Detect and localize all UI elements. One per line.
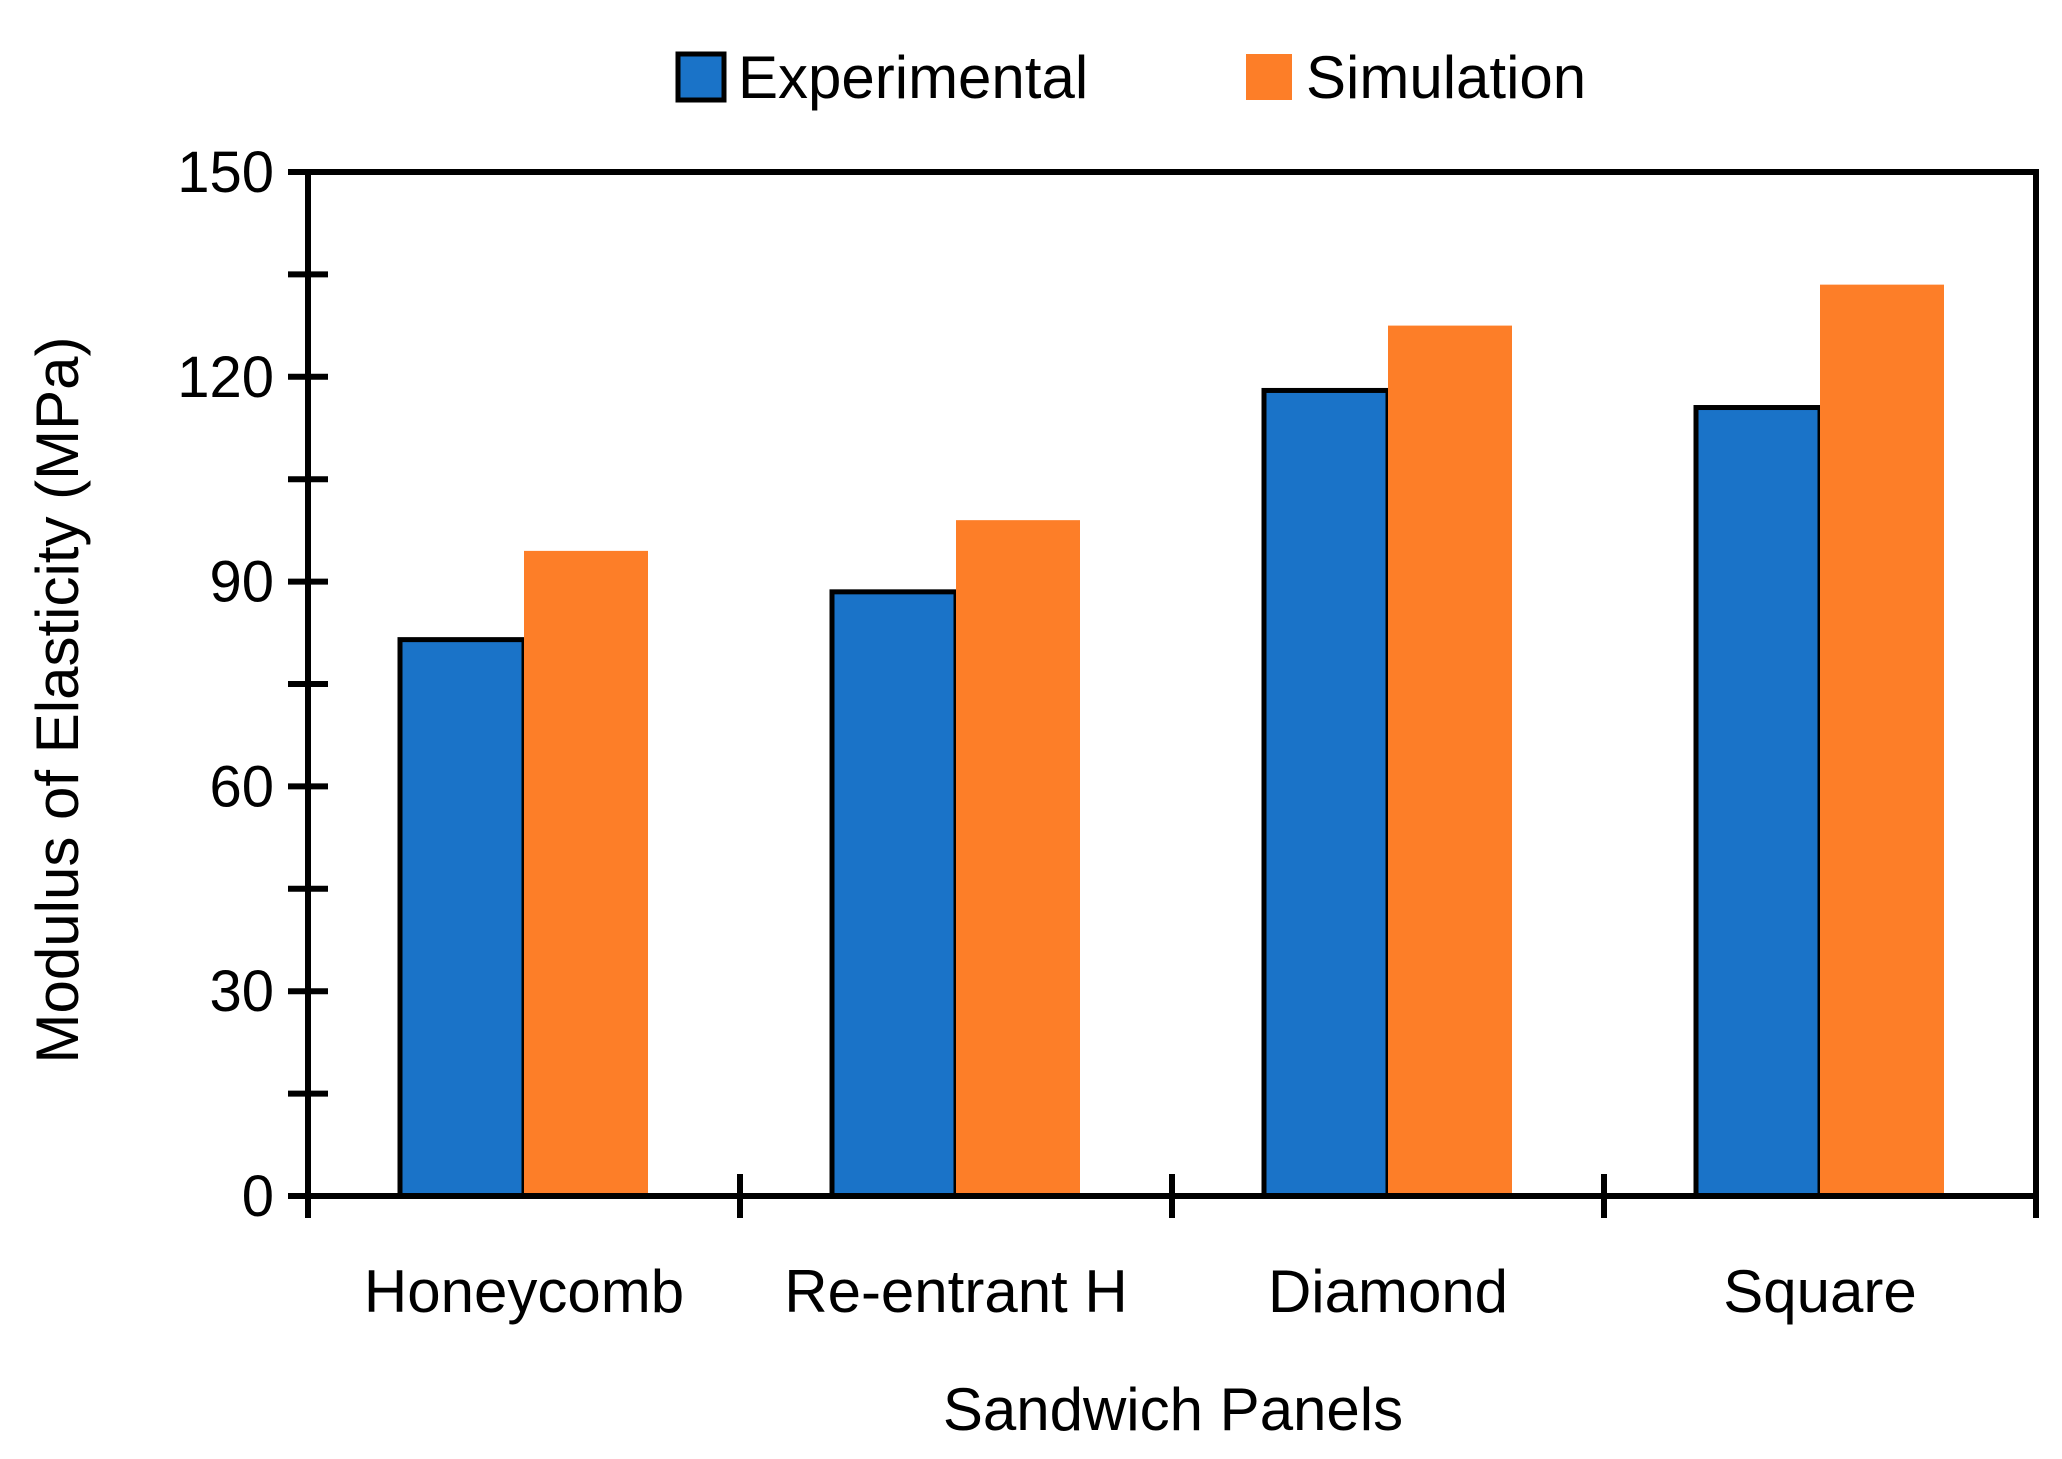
legend: Experimental Simulation <box>675 44 1586 111</box>
y-tick-label: 150 <box>177 140 274 205</box>
bar-simulation-diamond <box>1388 325 1512 1197</box>
y-tick-label: 90 <box>209 550 274 615</box>
bars-group <box>397 284 1944 1199</box>
y-tick-label: 120 <box>177 345 274 410</box>
y-axis: 0 30 60 90 120 150 <box>177 140 328 1229</box>
legend-label-experimental: Experimental <box>738 44 1088 111</box>
bar-experimental-re-entrant-h <box>829 589 959 1199</box>
bar-simulation-square <box>1820 284 1944 1196</box>
y-tick-label: 30 <box>209 959 274 1024</box>
bar-experimental-diamond <box>1261 387 1391 1199</box>
y-tick-label: 0 <box>242 1164 274 1229</box>
x-tick-label: Re-entrant H <box>784 1258 1127 1325</box>
x-tick-label: Square <box>1723 1258 1916 1325</box>
bar-experimental-square <box>1693 405 1823 1199</box>
legend-swatch-experimental <box>675 51 727 103</box>
y-tick-label: 60 <box>209 754 274 819</box>
bar-experimental-honeycomb <box>397 637 527 1199</box>
x-tick-label: Honeycomb <box>364 1258 684 1325</box>
x-tick-label: Diamond <box>1268 1258 1508 1325</box>
x-axis-title: Sandwich Panels <box>943 1376 1403 1443</box>
bar-simulation-re-entrant-h <box>956 520 1080 1196</box>
legend-swatch-simulation <box>1246 54 1292 100</box>
legend-label-simulation: Simulation <box>1306 44 1586 111</box>
x-axis: Honeycomb Re-entrant H Diamond Square <box>305 1174 2039 1325</box>
bar-simulation-honeycomb <box>524 550 648 1196</box>
y-axis-title: Modulus of Elasticity (MPa) <box>24 337 91 1064</box>
